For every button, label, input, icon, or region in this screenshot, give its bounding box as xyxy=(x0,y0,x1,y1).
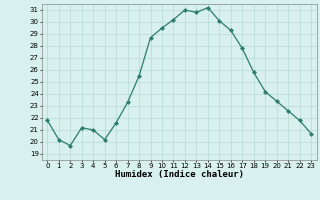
X-axis label: Humidex (Indice chaleur): Humidex (Indice chaleur) xyxy=(115,170,244,179)
